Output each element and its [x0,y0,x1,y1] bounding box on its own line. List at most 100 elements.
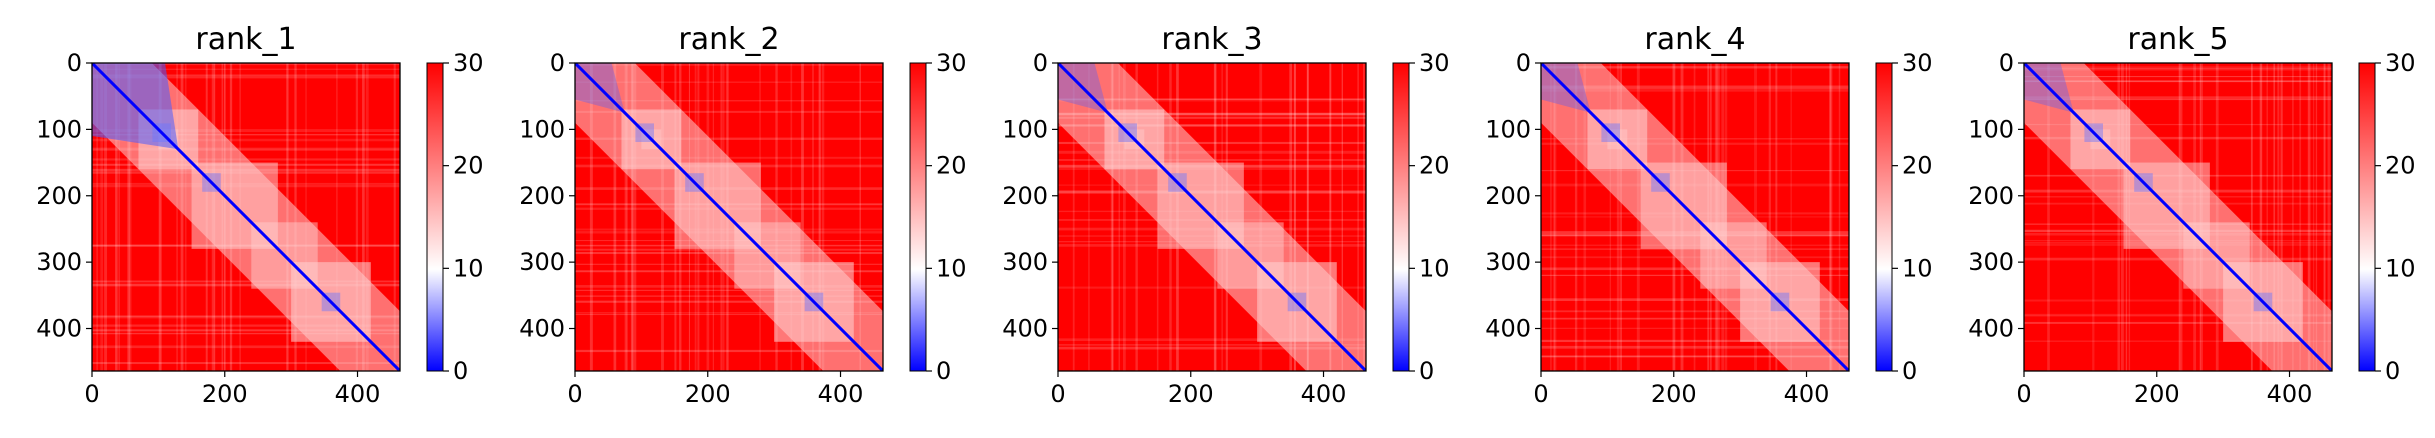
panel-1: rank_1 0 200 400 0 100 200 300 400 0 10 20 30 [36,22,483,408]
heatmap-streak [2024,98,2332,101]
heatmap-streak [1058,338,1366,341]
heatmap-streak [2024,321,2332,324]
heatmap-streak [92,324,400,327]
y-tick-label: 300 [519,248,565,276]
heatmap-streak [2313,63,2315,371]
diagonal [1058,63,1366,371]
heatmap-streak [613,63,617,371]
heatmap-streak [2024,123,2332,126]
colorbar-tick-label: 30 [1902,49,1933,77]
chart-title: rank_1 [195,22,296,57]
heatmap-streak [393,63,396,371]
x-tick-label: 0 [2016,380,2031,408]
heatmap-streak [92,280,400,283]
heatmap-streak [1838,63,1841,371]
heatmap-streak [1541,345,1849,349]
heatmap-streak [2024,314,2332,317]
colorbar-tick-label: 0 [936,357,951,385]
colorbar [909,62,927,372]
heatmap-streak [1058,141,1366,145]
y-tick-label: 0 [1516,49,1531,77]
heatmap-streak [821,63,825,371]
heatmap-streak [92,316,400,319]
y-tick-label: 400 [519,315,565,343]
y-tick-label: 400 [1485,315,1531,343]
heatmap-streak [1058,346,1366,350]
heatmap-streak [92,345,400,349]
heatmap-streak [2266,63,2268,371]
heatmap-streak [575,312,883,314]
colorbar-tick-label: 10 [453,254,484,282]
heatmap-streak [1541,310,1849,313]
heatmap-streak [92,329,400,332]
chart-title: rank_4 [1644,22,1745,57]
heatmap-streak [365,63,369,371]
heatmap-streak [575,285,883,288]
panel-3: rank_3 0 200 400 0 100 200 300 400 0 10 20 30 [1002,22,1449,408]
heatmap-streak [1058,124,1366,127]
heatmap-streak [1790,63,1792,371]
colorbar-tick-label: 0 [453,357,468,385]
heatmap-streak [92,332,400,335]
y-tick-label: 200 [1968,182,2014,210]
y-tick-label: 200 [519,182,565,210]
heatmap-streak [1135,63,1138,371]
heatmap-streak [1541,298,1849,301]
colorbar [1392,62,1410,372]
heatmap-streak [184,63,187,371]
heatmap-streak [2280,63,2283,371]
colorbar [1875,62,1893,372]
heatmap-streak [1541,327,1849,329]
heatmap-streak [1058,286,1366,289]
heatmap-streak [2024,80,2332,83]
heatmap-streak [158,63,162,371]
y-tick-label: 0 [67,49,82,77]
heatmap-streak [2277,63,2280,371]
heatmap-streak [180,63,184,371]
chart-title: rank_3 [1161,22,1262,57]
y-tick-label: 100 [1002,115,1048,143]
heatmap-streak [1616,63,1620,371]
heatmap-streak [2024,66,2332,69]
heatmap-streak [2250,63,2253,371]
heatmap-streak [2299,63,2302,371]
panel-2: rank_2 0 200 400 0 100 200 300 400 0 10 20 30 [519,22,966,408]
heatmap-streak [2323,63,2326,371]
x-tick-label: 400 [818,380,864,408]
heatmap-streak [1620,63,1622,371]
heatmap-streak [118,63,120,371]
y-tick-label: 100 [36,115,82,143]
heatmap-streak [575,137,883,140]
y-tick-label: 400 [1968,315,2014,343]
heatmap-streak [1058,116,1366,119]
heatmap-streak [812,63,814,371]
y-tick-label: 100 [519,115,565,143]
heatmap-streak [1341,63,1343,371]
heatmap-streak [362,63,365,371]
heatmap-streak [2327,63,2330,371]
y-tick-label: 100 [1485,115,1531,143]
y-tick-label: 0 [1033,49,1048,77]
heatmap-streak [1306,63,1310,371]
axes-frame [574,62,884,372]
heatmap-streak [1541,66,1849,69]
heatmap-streak [176,63,178,371]
heatmap-streak [575,300,883,303]
heatmap-streak [1111,63,1113,371]
colorbar-tick-label: 30 [453,49,484,77]
heatmap-streak [818,63,821,371]
heatmap-streak [2024,313,2332,316]
y-tick-label: 200 [36,182,82,210]
y-tick-label: 400 [1002,315,1048,343]
panel-5: rank_5 0 200 400 0 100 200 300 400 0 10 20 30 [1968,22,2415,408]
heatmap-streak [1609,63,1612,371]
heatmap-streak [1553,63,1555,371]
y-tick-label: 0 [1999,49,2014,77]
heatmap-streak [92,362,400,365]
heatmap-streak [575,295,883,298]
x-tick-label: 0 [1533,380,1548,408]
colorbar [426,62,444,372]
heatmap-streak [1541,87,1849,90]
heatmap-streak [92,283,400,287]
axes-frame [1057,62,1367,372]
